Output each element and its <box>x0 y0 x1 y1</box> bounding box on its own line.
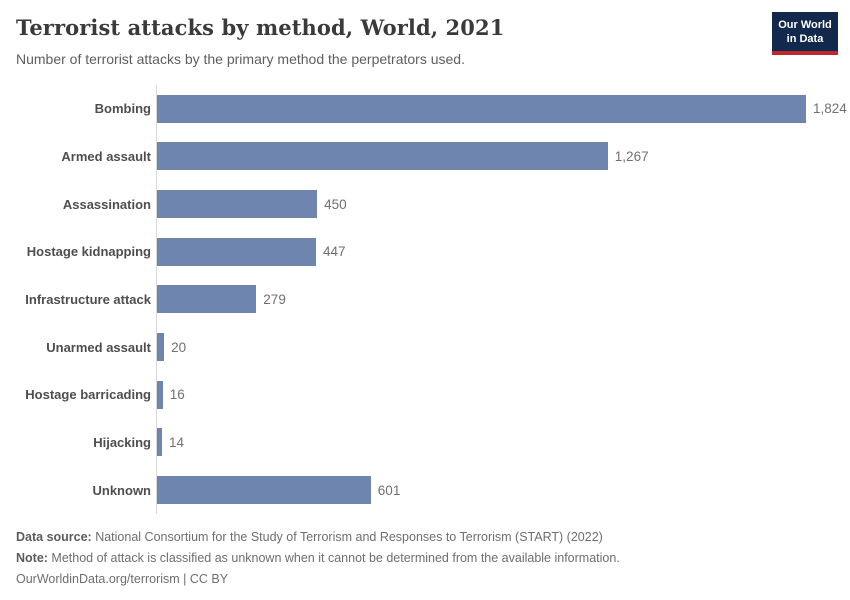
chart-rows: Bombing 1,824 Armed assault 1,267 Assass… <box>16 85 847 514</box>
note-text: Method of attack is classified as unknow… <box>47 551 620 565</box>
owid-logo-line2: in Data <box>786 33 824 45</box>
bar-label: Unarmed assault <box>46 339 151 355</box>
data-source-label: Data source: <box>16 530 92 544</box>
citation-line: OurWorldinData.org/terrorism | CC BY <box>16 572 229 586</box>
bar <box>157 237 316 266</box>
bar-value: 20 <box>171 339 187 355</box>
bar <box>157 285 257 314</box>
bar-row: Hostage barricading 16 <box>16 371 834 419</box>
bar-value: 16 <box>169 387 185 403</box>
bar-label: Armed assault <box>61 148 151 164</box>
bar <box>157 190 318 219</box>
data-source-text: National Consortium for the Study of Ter… <box>91 530 603 544</box>
bar-row: Armed assault 1,267 <box>16 133 834 181</box>
bar-value: 1,824 <box>813 101 847 117</box>
bar-row: Unknown 601 <box>16 466 834 514</box>
chart-header: Terrorist attacks by method, World, 2021… <box>16 12 838 68</box>
bar-row: Unarmed assault 20 <box>16 323 834 371</box>
bar-label: Unknown <box>92 482 152 498</box>
bar <box>157 94 806 123</box>
bar-value: 601 <box>377 482 401 498</box>
bar-label: Hostage kidnapping <box>26 244 151 260</box>
owid-logo-line1: Our World <box>778 19 832 31</box>
bar-label: Hijacking <box>93 434 151 450</box>
page-title: Terrorist attacks by method, World, 2021 <box>16 15 505 40</box>
bar <box>157 428 162 457</box>
note-line: Note: Method of attack is classified as … <box>16 548 834 569</box>
note-label: Note: <box>16 551 48 565</box>
bar-row: Assassination 450 <box>16 180 834 228</box>
bar <box>157 142 608 171</box>
chart-footer: Data source: National Consortium for the… <box>16 527 834 590</box>
bar-value: 1,267 <box>614 148 649 164</box>
owid-logo: Our World in Data <box>772 12 838 55</box>
bar <box>157 333 165 362</box>
bar-row: Hijacking 14 <box>16 419 834 467</box>
bar-value: 447 <box>323 244 346 260</box>
y-axis-line <box>156 85 157 514</box>
chart-subtitle: Number of terrorist attacks by the prima… <box>16 51 465 67</box>
bar-label: Bombing <box>94 101 151 117</box>
bar-value: 14 <box>169 434 185 450</box>
bar-label: Infrastructure attack <box>25 291 151 307</box>
bar-value: 450 <box>324 196 347 212</box>
bar <box>157 476 371 505</box>
bar-value: 279 <box>263 291 286 307</box>
bar-row: Infrastructure attack 279 <box>16 276 834 324</box>
bar-row: Bombing 1,824 <box>16 85 847 133</box>
bar-label: Assassination <box>62 196 151 212</box>
data-source-line: Data source: National Consortium for the… <box>16 527 834 548</box>
bar-chart: Bombing 1,824 Armed assault 1,267 Assass… <box>16 85 847 514</box>
bar-row: Hostage kidnapping 447 <box>16 228 834 276</box>
bar-label: Hostage barricading <box>25 387 151 403</box>
bar <box>157 380 163 409</box>
